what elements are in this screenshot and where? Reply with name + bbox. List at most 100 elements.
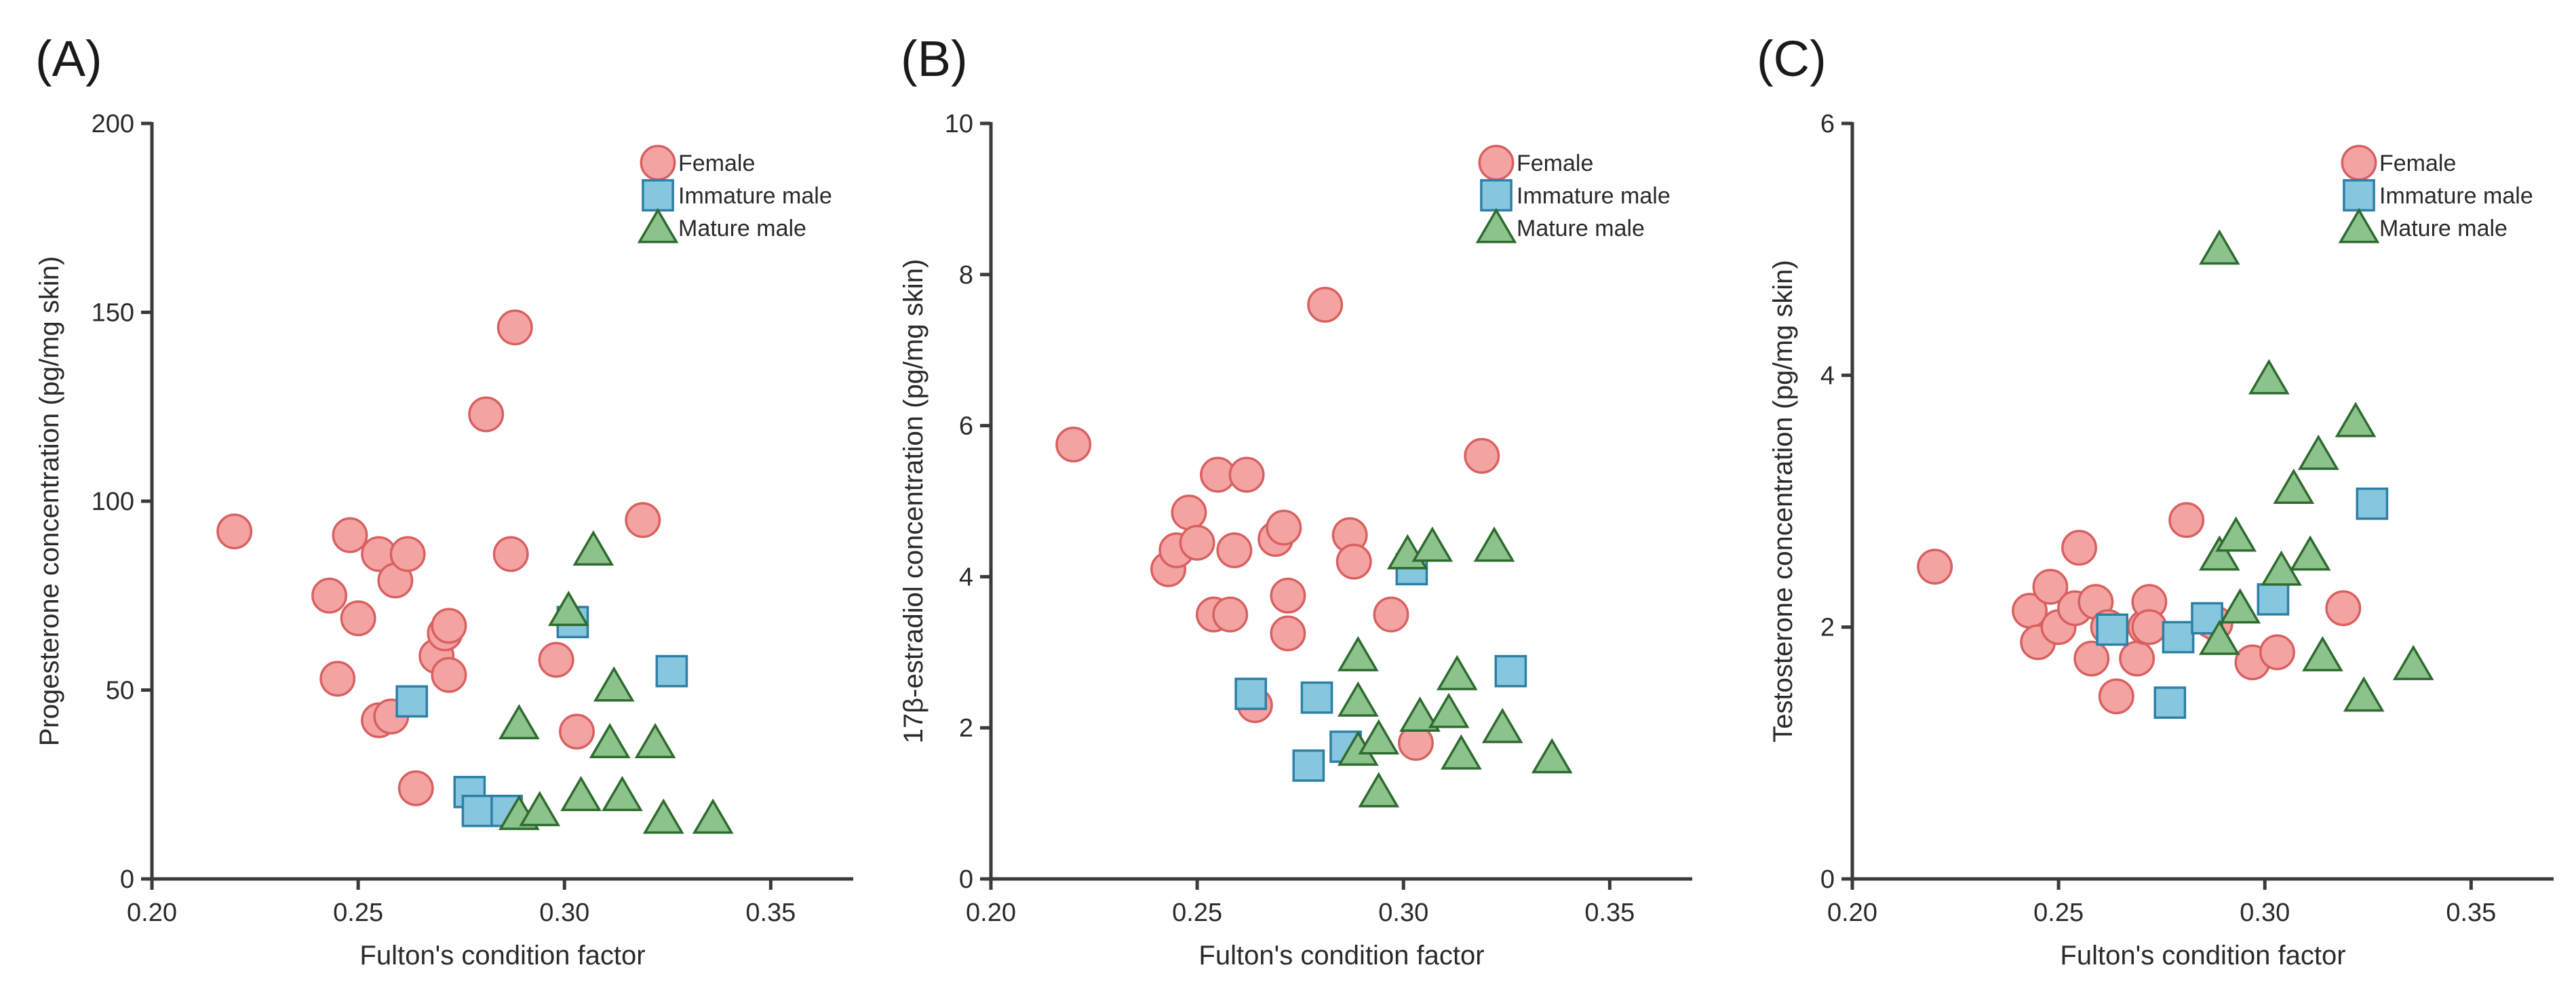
x-tick-label: 0.25 [2033,899,2084,927]
y-tick-label: 4 [1820,361,1835,390]
data-point [431,608,467,644]
data-point [2302,635,2343,671]
x-tick-label: 0.30 [2240,899,2290,927]
y-axis-title: Testosterone concentration (pg/mg skin) [1768,260,1798,742]
data-point [2073,640,2110,677]
data-point [2219,588,2261,624]
data-point [2325,590,2362,627]
legend: Female Immature male Mature male [1475,144,1671,243]
series-female [1917,502,2362,715]
data-point [2273,468,2315,504]
data-point [1055,427,1092,463]
x-tick-label: 0.20 [127,899,177,927]
series-mature-male [1337,526,1573,808]
data-point [2162,621,2195,654]
data-point [1270,577,1306,614]
data-point [559,713,595,750]
data-point [2289,535,2331,571]
data-point [496,309,533,346]
data-point [1234,678,1268,710]
data-point [2198,619,2240,655]
data-point [431,656,467,693]
y-tick-label: 2 [1820,614,1835,642]
data-point [2392,644,2434,680]
legend-label: Mature male [2379,216,2507,241]
data-point [1179,524,1215,561]
data-point [1216,532,1253,568]
x-tick-label: 0.25 [333,899,383,927]
panel-b: (B) 0 2 4 6 8 10 0.20 0.25 0.30 0.35 Fulton's condi… [899,31,1692,970]
data-point [642,798,684,834]
y-tick-label: 0 [959,865,973,894]
y-tick-label: 0 [120,865,134,894]
data-point [1473,526,1515,562]
series-female [1055,286,1500,761]
legend-marker [642,179,674,212]
data-point [2096,613,2129,646]
legend-marker [637,208,679,243]
y-tick-label: 150 [92,299,134,328]
legend-marker [1475,208,1517,243]
data-point [2215,516,2257,552]
legend-marker [2341,144,2377,181]
data-point [1436,654,1478,690]
data-point [1270,615,1306,652]
data-point [1464,437,1500,474]
data-point [2297,434,2339,470]
x-tick-label: 0.30 [539,899,589,927]
data-point [2257,583,2290,616]
y-axis-title: 17β-estradiol concentration (pg/mg skin) [899,259,929,743]
legend-marker [640,144,676,181]
data-point [1531,738,1573,774]
data-point [332,517,368,553]
data-point [593,666,635,702]
data-point [2259,634,2295,671]
series-female [216,309,661,806]
data-point [1494,654,1527,688]
data-point [2098,678,2134,715]
x-tick-label: 0.25 [1172,899,1222,927]
y-axis-title: Progesterone concentration (pg/mg skin) [35,256,64,747]
data-point [1292,749,1325,782]
data-point [655,654,688,688]
data-point [319,661,356,697]
data-point [1335,543,1372,580]
data-point [1917,549,1953,585]
data-point [1171,494,1207,531]
legend-label: Mature male [1517,216,1645,241]
x-tick-label: 0.35 [1584,899,1635,927]
x-axis-title: Fulton's condition factor [1198,941,1484,970]
data-point [340,600,376,637]
data-point [1399,696,1441,732]
data-point [2061,530,2097,566]
x-tick-label: 0.35 [745,899,796,927]
legend-marker [2343,179,2375,212]
data-point [395,685,429,718]
series-mature-male [498,530,734,834]
data-point [1481,707,1523,743]
y-tick-label: 0 [1820,865,1835,894]
x-axis-title: Fulton's condition factor [2060,941,2345,970]
data-point [519,791,561,827]
data-point [602,775,643,812]
data-point [468,396,505,433]
legend: Female Immature male Mature male [2338,144,2533,243]
legend-label: Immature male [2379,183,2533,209]
x-tick-label: 0.35 [2446,899,2496,927]
data-point [461,794,494,827]
data-point [2248,359,2290,395]
y-tick-label: 8 [959,261,973,290]
data-point [2168,502,2205,538]
legend-marker [2338,208,2380,243]
y-tick-label: 6 [959,412,973,441]
data-point [1358,772,1400,808]
data-point [2032,568,2069,605]
panel-a: (A) 0 50 100 150 200 0.20 0.25 0.30 0.35 Fulton's … [35,31,853,970]
data-point [1266,509,1302,546]
data-point [389,536,426,572]
y-tick-label: 4 [959,563,973,591]
data-point [560,775,602,812]
data-point [634,723,676,759]
data-point [1358,719,1400,755]
